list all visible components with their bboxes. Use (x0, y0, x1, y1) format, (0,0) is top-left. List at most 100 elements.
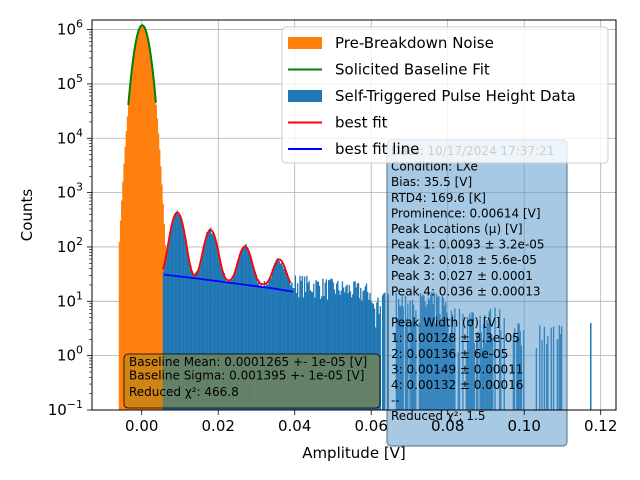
pulse-histogram-bar (276, 258, 278, 410)
pulse-histogram-bar (311, 292, 314, 410)
noise-histogram-bar (125, 131, 128, 411)
noise-histogram-bar (122, 181, 124, 410)
y-axis-ticks: 10−1 100 101 102 103 104 105 106 (48, 18, 92, 419)
pulse-histogram-bar (165, 259, 167, 410)
pulse-histogram-bar (171, 220, 174, 410)
noise-histogram-bar (121, 200, 123, 410)
pulse-histogram-bar (286, 273, 289, 410)
pulse-histogram-bar (218, 260, 221, 410)
pulse-histogram-bar (184, 236, 186, 410)
pulse-histogram-bar (308, 280, 310, 410)
pulse-histogram-bar (285, 273, 287, 410)
pulse-histogram-bar (253, 270, 255, 410)
pulse-histogram-bar (329, 280, 331, 410)
noise-histogram-bar (155, 104, 157, 410)
x-axis-ticks: 0.00 0.02 0.04 0.06 0.08 0.10 0.12 (125, 410, 617, 435)
y-tick-label: 102 (57, 235, 83, 256)
pulse-histogram-bar (367, 292, 369, 410)
noise-histogram-bar (152, 70, 154, 411)
pulse-histogram-bar (233, 272, 236, 410)
peak-info-text: -- (391, 394, 400, 408)
pulse-histogram-bar (255, 274, 258, 410)
pulse-histogram-bar (322, 278, 324, 410)
pulse-histogram-bar (215, 242, 217, 410)
y-tick-label: 106 (57, 18, 83, 39)
pulse-histogram-bar (210, 233, 213, 410)
peak-info-text: 3: 0.00149 ± 0.00011 (391, 362, 523, 376)
pulse-histogram-bar (301, 275, 303, 410)
pulse-histogram-bar (310, 291, 313, 410)
x-tick-label: 0.08 (431, 417, 464, 435)
best-fit-line (161, 211, 292, 286)
pulse-histogram-bar (332, 282, 334, 410)
pulse-histogram-bar (325, 279, 328, 410)
noise-histogram-bar (146, 34, 148, 410)
pulse-histogram-bar (294, 275, 297, 410)
noise-histogram-bar (158, 149, 161, 410)
pulse-histogram-bar (363, 290, 365, 410)
pulse-histogram-bar (365, 283, 368, 410)
pulse-histogram-bar (282, 265, 284, 410)
pulse-histogram-bar (194, 272, 197, 410)
pulse-histogram-bar (181, 219, 183, 410)
baseline-info-box (123, 353, 381, 409)
pulse-histogram-bar (228, 281, 230, 410)
legend-label: Solicited Baseline Fit (335, 61, 490, 79)
pulse-histogram-bar (272, 266, 275, 410)
noise-histogram-bar (127, 102, 130, 411)
pulse-histogram-bar (323, 295, 325, 410)
pulse-histogram-bar (232, 275, 235, 410)
y-tick-label: 10−1 (48, 398, 83, 419)
pulse-histogram-bar (212, 233, 214, 410)
pulse-histogram-bar (216, 248, 219, 410)
noise-histogram-bar (135, 38, 138, 410)
pulse-histogram-bar (283, 269, 285, 410)
pulse-histogram-bar (223, 272, 225, 410)
x-axis-label: Amplitude [V] (302, 444, 406, 462)
noise-histogram-bar (139, 27, 141, 410)
noise-histogram-bar (138, 29, 140, 410)
noise-histogram-bar (144, 27, 146, 411)
pulse-histogram-bar (175, 212, 177, 410)
noise-histogram-bar (148, 45, 151, 411)
pulse-histogram-bar (277, 258, 279, 410)
peak-info-text: Prominence: 0.00614 [V] (391, 206, 541, 220)
peak-info-text: Peak 3: 0.027 ± 0.0001 (391, 269, 533, 283)
peak-info-text: Peak 1: 0.0093 ± 3.2e-05 (391, 238, 545, 252)
pulse-histogram-bar (237, 261, 239, 410)
pulse-histogram-bar (287, 278, 290, 410)
pulse-histogram-bar (309, 290, 311, 410)
pulse-histogram-bar (207, 231, 209, 410)
pulse-histogram-bar (339, 294, 341, 410)
noise-histogram-bar (145, 30, 147, 411)
pulse-histogram-bar (284, 267, 286, 410)
legend-swatch (288, 37, 322, 49)
peak-info-text: RTD4: 169.6 [K] (391, 191, 486, 205)
pulse-histogram-bar (262, 287, 264, 410)
pulse-histogram-bar (183, 229, 185, 410)
y-axis-label: Counts (18, 189, 36, 242)
pulse-histogram-bar (356, 283, 359, 410)
x-tick-label: 0.12 (584, 417, 617, 435)
x-tick-label: 0.02 (202, 417, 235, 435)
noise-histogram-bar (150, 60, 153, 410)
pulse-histogram-bar (377, 297, 379, 410)
pulse-histogram-bar (246, 248, 248, 410)
pulse-histogram-bar (362, 291, 364, 410)
pulse-histogram-bar (214, 237, 216, 410)
noise-histogram-bar (161, 184, 163, 410)
pulse-histogram-bar (292, 288, 294, 410)
pulse-histogram-bar (220, 264, 222, 410)
pulse-histogram-bar (240, 249, 243, 410)
peak-info-text: Bias: 35.5 [V] (391, 175, 472, 189)
pulse-histogram-bar (202, 249, 205, 410)
pulse-histogram-bar (327, 279, 330, 410)
pulse-histogram-bar (295, 292, 298, 410)
pulse-histogram-bar (288, 279, 291, 410)
pulse-histogram-bar (344, 292, 346, 410)
pulse-histogram-bar (316, 281, 318, 410)
baseline-fit-line (127, 24, 157, 106)
pulse-histogram-bar (342, 287, 345, 410)
noise-histogram-bar (126, 116, 129, 410)
pulse-histogram-bar (261, 286, 263, 410)
